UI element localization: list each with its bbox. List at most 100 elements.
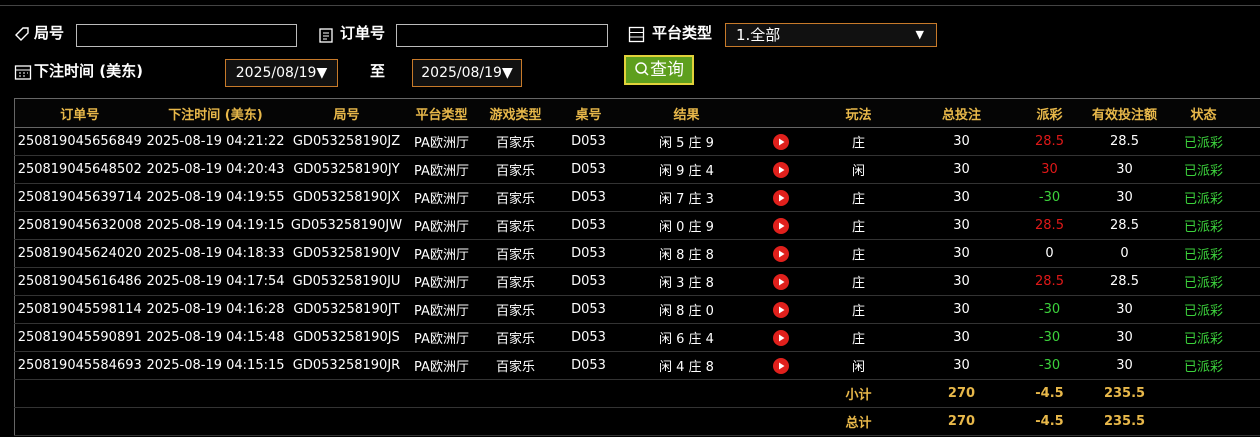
cell: D053 <box>554 239 623 268</box>
cell: 30 <box>1082 295 1167 324</box>
cell-blank <box>1240 295 1260 324</box>
cell: 28.5 <box>1016 211 1083 240</box>
play-icon[interactable] <box>772 357 789 374</box>
cell-blank <box>14 407 811 436</box>
summary-valid-bet: 235.5 <box>1082 379 1167 408</box>
record-row: 250819045616486 2025-08-19 04:17:54 GD0532… <box>14 267 1260 296</box>
replay-cell[interactable] <box>750 323 811 352</box>
play-icon[interactable] <box>772 133 789 150</box>
cell: 30 <box>1082 351 1167 380</box>
cell: 28.5 <box>1082 267 1167 296</box>
platform-select[interactable]: 1.全部 ▼ <box>725 23 937 47</box>
cell: 闲 8 庄 8 <box>622 239 751 268</box>
cell: 百家乐 <box>476 211 555 240</box>
cell: 30 <box>1016 155 1083 184</box>
column-header: 平台类型 <box>406 98 477 128</box>
cell: 百家乐 <box>476 267 555 296</box>
cell: 闲 5 庄 9 <box>622 127 751 156</box>
header-row: 订单号 下注时间 (美东) 局号 平台类型 游戏类型 桌号 结果 玩法 总投注 派彩 有效投注额 状态… <box>14 98 1260 128</box>
play-icon[interactable] <box>772 217 789 234</box>
start-date[interactable]: 2025/08/19▼ <box>225 59 338 87</box>
cell: 庄 <box>810 183 907 212</box>
cell: 百家乐 <box>476 155 555 184</box>
play-icon[interactable] <box>772 329 789 346</box>
round-label: 局号 <box>34 24 65 42</box>
query-button[interactable]: 查询 <box>624 55 694 85</box>
record-row: 250819045598114 2025-08-19 04:16:28 GD0532… <box>14 295 1260 324</box>
cell: 已派彩 <box>1166 295 1241 324</box>
table-body: 250819045656849 2025-08-19 04:21:22 GD0532… <box>14 127 1260 436</box>
replay-cell[interactable] <box>750 155 811 184</box>
play-icon[interactable] <box>772 273 789 290</box>
play-icon[interactable] <box>772 189 789 206</box>
cell: D053 <box>554 267 623 296</box>
summary-label: 总计 <box>810 407 907 436</box>
replay-cell[interactable] <box>750 351 811 380</box>
summary-total-bet: 270 <box>906 379 1017 408</box>
replay-cell[interactable] <box>750 183 811 212</box>
replay-cell[interactable] <box>750 239 811 268</box>
replay-cell[interactable] <box>750 267 811 296</box>
replay-cell[interactable] <box>750 127 811 156</box>
cell: GD053258190JR <box>286 351 407 380</box>
cell: 2025-08-19 04:20:43 <box>144 155 287 184</box>
tag-icon <box>15 27 29 41</box>
cell: PA欧洲厅 <box>406 239 477 268</box>
play-icon[interactable] <box>772 301 789 318</box>
cell: GD053258190JX <box>286 183 407 212</box>
cell: 250819045624020 <box>14 239 145 268</box>
cell: GD053258190JY <box>286 155 407 184</box>
end-date[interactable]: 2025/08/19▼ <box>412 59 522 87</box>
cell-blank <box>1240 267 1260 296</box>
record-row: 250819045639714 2025-08-19 04:19:55 GD0532… <box>14 183 1260 212</box>
cell: 30 <box>906 351 1017 380</box>
play-icon[interactable] <box>772 245 789 262</box>
cell: 250819045616486 <box>14 267 145 296</box>
cell: PA欧洲厅 <box>406 211 477 240</box>
cell: GD053258190JW <box>286 211 407 240</box>
cell-blank <box>1240 127 1260 156</box>
cell: 已派彩 <box>1166 323 1241 352</box>
replay-cell[interactable] <box>750 295 811 324</box>
cell: 庄 <box>810 267 907 296</box>
replay-cell[interactable] <box>750 211 811 240</box>
cell: 已派彩 <box>1166 183 1241 212</box>
cell: 已派彩 <box>1166 351 1241 380</box>
cell: PA欧洲厅 <box>406 155 477 184</box>
cell: 30 <box>906 295 1017 324</box>
cell: 庄 <box>810 323 907 352</box>
cell-blank <box>1240 155 1260 184</box>
cell: GD053258190JZ <box>286 127 407 156</box>
cell-blank <box>1240 351 1260 380</box>
column-header: 结果 <box>622 98 751 128</box>
cell: 0 <box>1016 239 1083 268</box>
cell: 2025-08-19 04:15:48 <box>144 323 287 352</box>
summary-payout: -4.5 <box>1016 379 1083 408</box>
cell: -30 <box>1016 183 1083 212</box>
cell: PA欧洲厅 <box>406 267 477 296</box>
order-input[interactable] <box>396 24 608 47</box>
cell-blank <box>1240 183 1260 212</box>
record-row: 250819045624020 2025-08-19 04:18:33 GD0532… <box>14 239 1260 268</box>
cell: 闲 <box>810 351 907 380</box>
calendar-icon <box>14 65 32 80</box>
cell: 闲 4 庄 8 <box>622 351 751 380</box>
cell: PA欧洲厅 <box>406 183 477 212</box>
cell: 250819045632008 <box>14 211 145 240</box>
record-row: 250819045656849 2025-08-19 04:21:22 GD0532… <box>14 127 1260 156</box>
cell: 闲 <box>810 155 907 184</box>
divider <box>0 5 1260 6</box>
cell: 30 <box>906 239 1017 268</box>
summary-payout: -4.5 <box>1016 407 1083 436</box>
cell: 30 <box>906 155 1017 184</box>
play-icon[interactable] <box>772 161 789 178</box>
cell: 30 <box>906 267 1017 296</box>
table-wrap: 订单号 下注时间 (美东) 局号 平台类型 游戏类型 桌号 结果 玩法 总投注 派彩 有效投注额 状态… <box>14 98 1260 437</box>
cell: 30 <box>1082 323 1167 352</box>
cell: 百家乐 <box>476 295 555 324</box>
record-row: 250819045590891 2025-08-19 04:15:48 GD0532… <box>14 323 1260 352</box>
round-input[interactable] <box>76 24 297 47</box>
search-icon <box>635 62 649 76</box>
summary-row: 小计 270 -4.5 235.5 <box>14 379 1260 408</box>
